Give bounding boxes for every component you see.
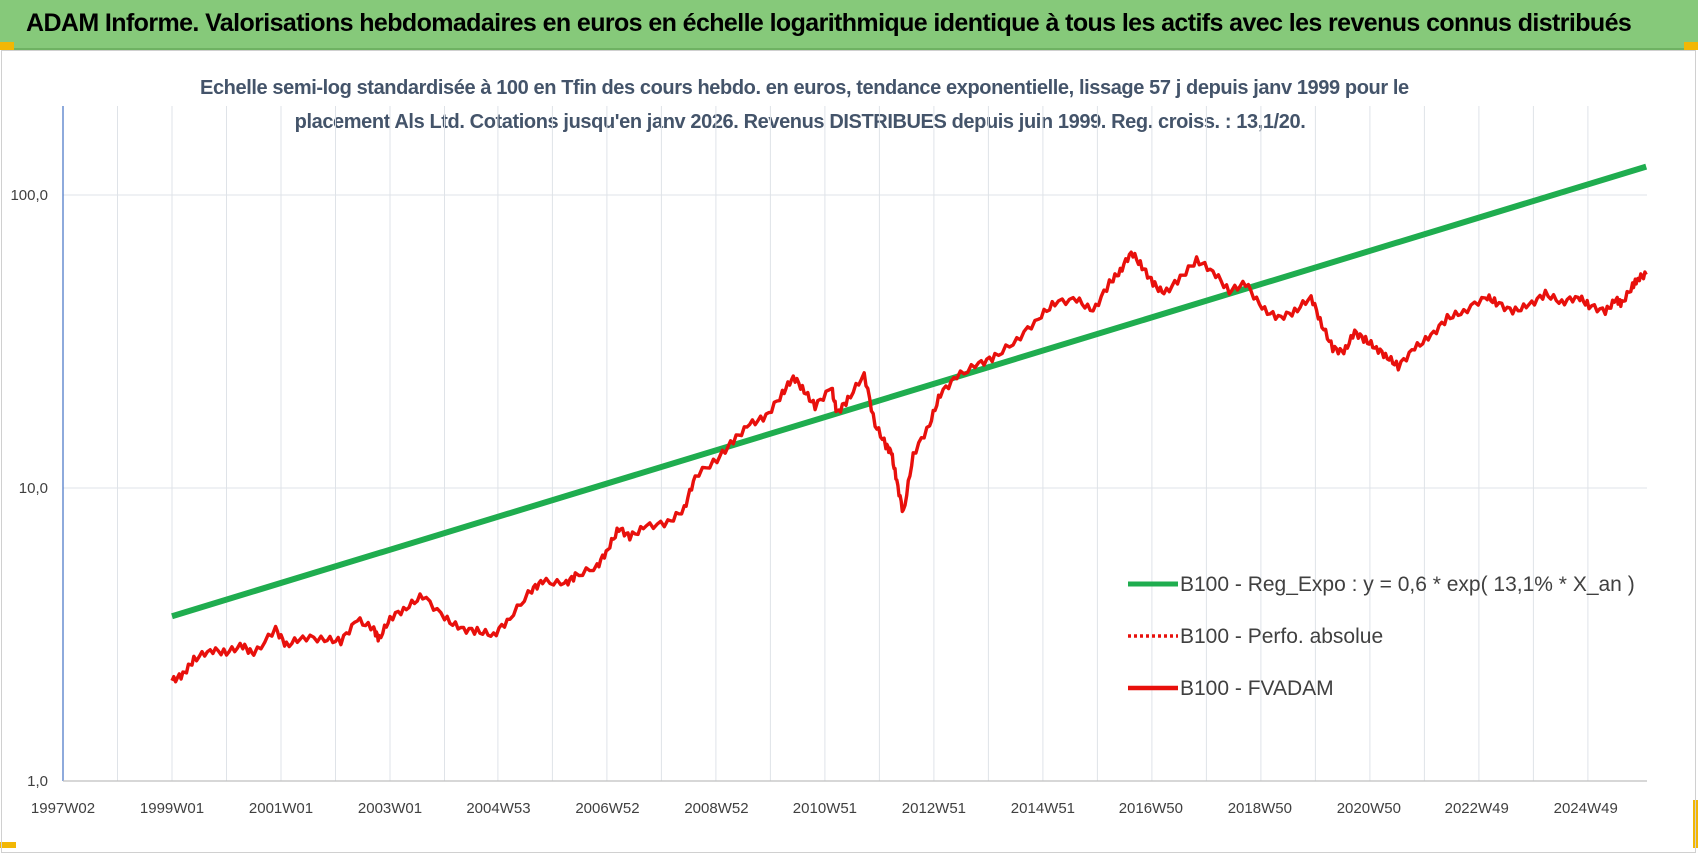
x-tick-label: 2024W49 [1554,800,1618,817]
legend-fvadam-label: B100 - FVADAM [1180,677,1334,700]
x-tick-label: 2016W50 [1119,800,1183,817]
fvadam-series-line [170,250,1648,684]
x-tick-label: 2012W51 [902,800,966,817]
page-title: ADAM Informe. Valorisations hebdomadaire… [26,9,1632,37]
chart-frame [1,50,1696,853]
x-tick-label: 2022W49 [1445,800,1509,817]
chart-subtitle-line-1: Echelle semi-log standardisée à 100 en T… [200,77,1409,99]
header-banner: ADAM Informe. Valorisations hebdomadaire… [0,0,1698,50]
x-tick-label: 2018W50 [1228,800,1292,817]
corner-mark-top-right [1684,42,1698,50]
x-tick-label: 1997W02 [31,800,95,817]
legend-perfo-label: B100 - Perfo. absolue [1180,625,1383,648]
x-tick-label: 2010W51 [793,800,857,817]
x-tick-label: 2008W52 [684,800,748,817]
x-tick-label: 2004W53 [466,800,530,817]
x-tick-label: 2003W01 [358,800,422,817]
corner-mark-bottom-left [0,842,16,848]
x-tick-label: 2001W01 [249,800,313,817]
y-tick-label: 10,0 [19,480,48,497]
x-tick-label: 1999W01 [140,800,204,817]
x-tick-label: 2014W51 [1011,800,1075,817]
x-tick-label: 2006W52 [575,800,639,817]
trend-series-line [171,163,1648,620]
corner-mark-top-left [0,42,14,50]
x-tick-label: 2020W50 [1337,800,1401,817]
chart-subtitle-line-2: placement Als Ltd. Cotations jusqu'en ja… [294,111,1306,133]
y-tick-label: 1,0 [27,773,48,790]
y-tick-label: 100,0 [10,187,48,204]
legend-trend-label: B100 - Reg_Expo : y = 0,6 * exp( 13,1% *… [1180,573,1635,596]
